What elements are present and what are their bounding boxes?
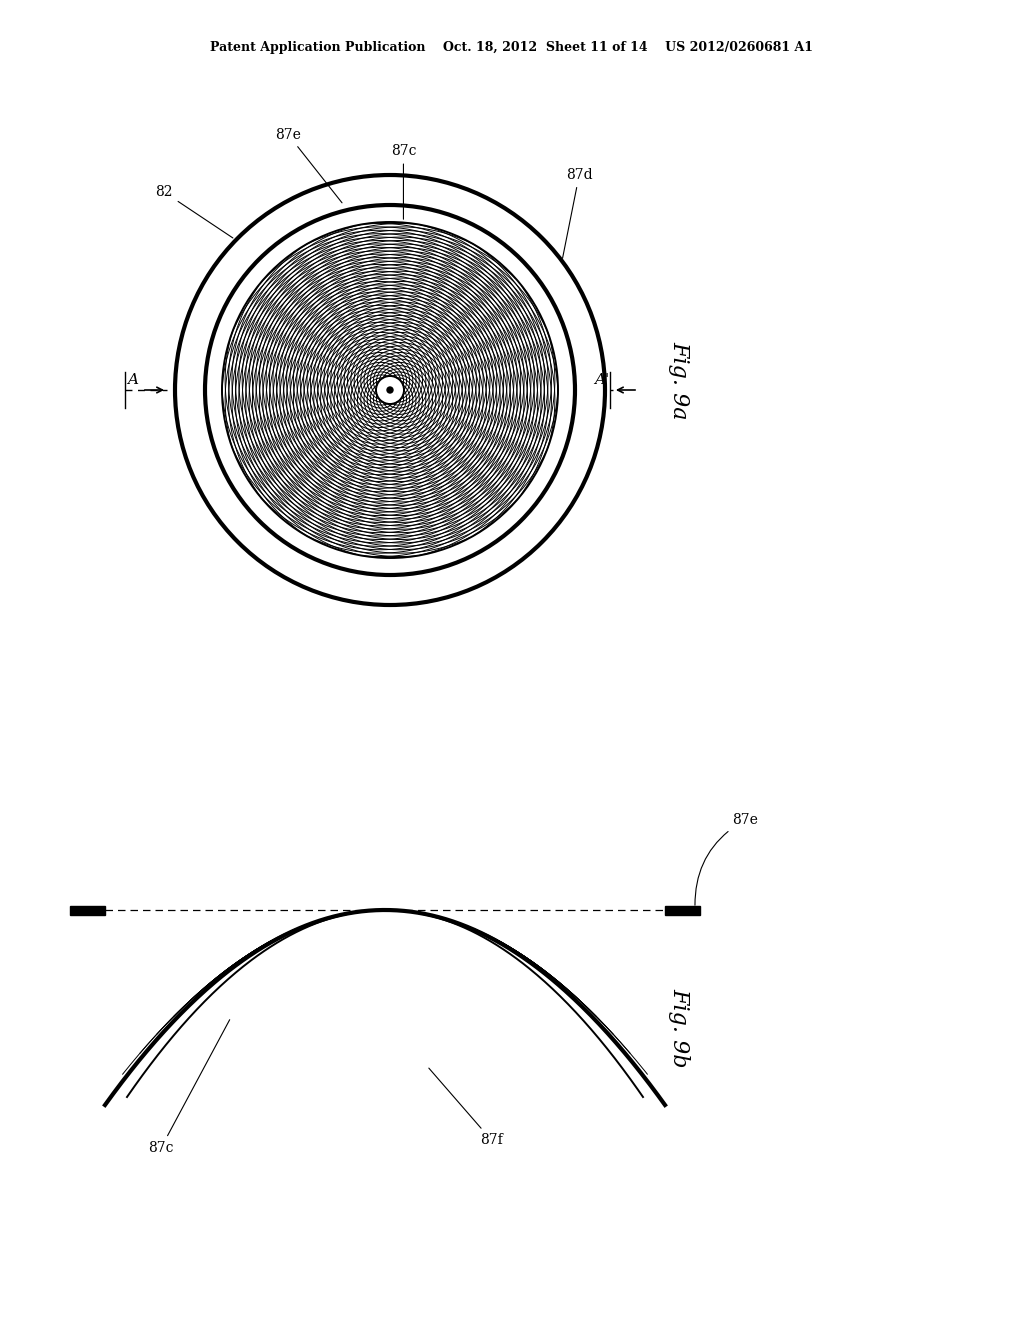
Text: 87d: 87d (562, 168, 593, 259)
Text: A': A' (594, 374, 609, 387)
Circle shape (387, 387, 393, 393)
Text: Fig. 9a: Fig. 9a (668, 341, 690, 420)
Bar (70, 906, 105, 915)
Bar (665, 906, 700, 915)
Text: Patent Application Publication    Oct. 18, 2012  Sheet 11 of 14    US 2012/02606: Patent Application Publication Oct. 18, … (211, 41, 813, 54)
Text: 87e: 87e (275, 128, 342, 203)
Text: 87c: 87c (391, 144, 416, 219)
Text: 82: 82 (156, 185, 232, 238)
Text: 87e: 87e (695, 813, 758, 906)
Text: 87c: 87c (148, 1019, 229, 1155)
Text: Fig. 9b: Fig. 9b (668, 987, 690, 1068)
Text: 87f: 87f (429, 1068, 503, 1147)
Text: A: A (128, 374, 138, 387)
